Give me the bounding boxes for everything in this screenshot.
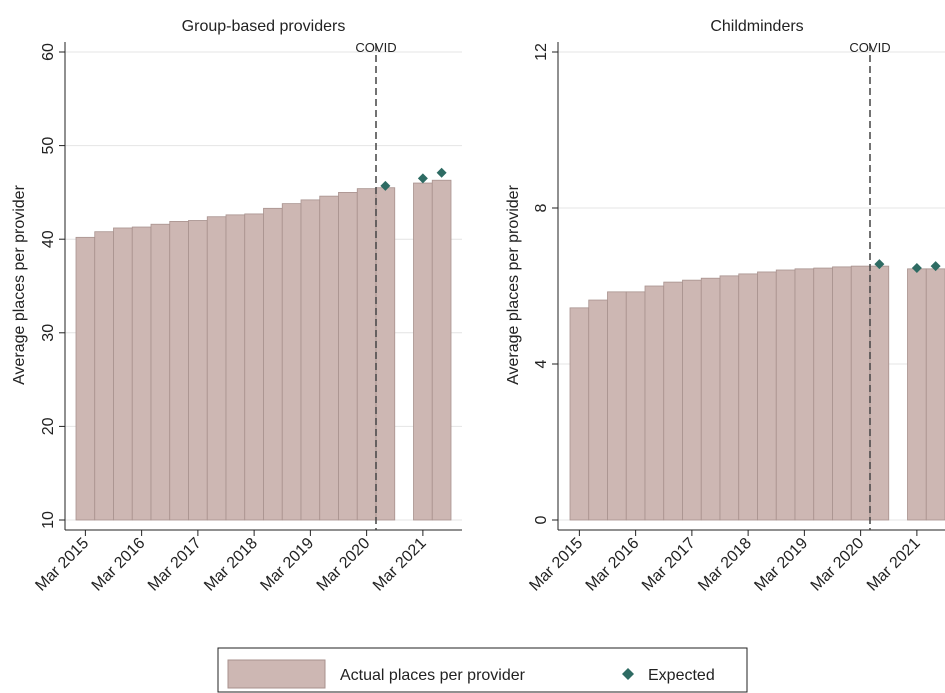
expected-marker <box>436 167 447 178</box>
panel-title: Childminders <box>710 18 803 35</box>
bar <box>131 226 152 521</box>
y-axis-label: Average places per provider <box>11 184 28 384</box>
x-tick-label: Mar 2020 <box>314 535 374 595</box>
x-tick-label: Mar 2015 <box>526 535 586 595</box>
bar <box>925 268 945 521</box>
bar <box>300 199 321 521</box>
bar <box>281 203 302 521</box>
x-tick-label: Mar 2018 <box>201 535 261 595</box>
x-tick-label: Mar 2019 <box>257 535 317 595</box>
y-tick-label: 12 <box>533 43 550 61</box>
legend-label: Actual places per provider <box>340 667 526 684</box>
bar <box>75 236 96 521</box>
y-tick-label: 0 <box>533 515 550 524</box>
y-tick-label: 8 <box>533 203 550 212</box>
y-tick-label: 50 <box>40 137 57 155</box>
x-tick-label: Mar 2018 <box>695 535 755 595</box>
bar <box>319 195 339 521</box>
expected-marker <box>874 259 885 270</box>
bar <box>263 207 283 521</box>
bar <box>625 291 646 521</box>
y-tick-label: 60 <box>40 43 57 61</box>
bar <box>356 188 377 521</box>
bar <box>94 231 114 521</box>
x-tick-label: Mar 2020 <box>808 535 868 595</box>
covid-label: COVID <box>849 40 890 55</box>
expected-marker <box>930 261 941 272</box>
y-tick-label: 40 <box>40 230 57 248</box>
bar <box>169 221 189 521</box>
y-axis-label: Average places per provider <box>505 184 522 384</box>
bar <box>338 191 358 521</box>
bar <box>244 213 264 521</box>
bar <box>375 187 396 521</box>
bar <box>869 265 890 521</box>
y-tick-label: 10 <box>40 511 57 529</box>
bar <box>413 182 433 521</box>
y-tick-label: 4 <box>533 359 550 368</box>
bar <box>431 179 452 521</box>
bar <box>206 216 227 521</box>
bar <box>907 268 927 521</box>
bar <box>682 279 702 521</box>
legend-label: Expected <box>648 667 715 684</box>
bar <box>850 265 871 521</box>
expected-marker <box>380 180 391 191</box>
expected-marker <box>911 263 922 274</box>
bar <box>644 285 665 521</box>
bar <box>738 273 758 521</box>
x-tick-label: Mar 2021 <box>864 535 924 595</box>
bar <box>757 271 777 521</box>
bar <box>663 281 683 521</box>
expected-marker <box>417 173 428 184</box>
bar <box>832 266 852 521</box>
bar <box>700 277 721 521</box>
x-tick-label: Mar 2019 <box>751 535 811 595</box>
bar <box>113 227 133 521</box>
y-tick-label: 20 <box>40 417 57 435</box>
bar <box>150 223 171 521</box>
bar <box>225 214 246 521</box>
y-tick-label: 30 <box>40 324 57 342</box>
panel-title: Group-based providers <box>182 18 346 35</box>
x-tick-label: Mar 2016 <box>89 535 149 595</box>
bar <box>188 220 208 521</box>
x-tick-label: Mar 2017 <box>145 535 205 595</box>
bar <box>794 268 815 521</box>
covid-label: COVID <box>355 40 396 55</box>
bar <box>813 267 833 521</box>
bar <box>607 291 627 521</box>
x-tick-label: Mar 2015 <box>32 535 92 595</box>
legend-swatch <box>227 659 326 689</box>
bar <box>775 269 796 521</box>
bar <box>569 307 590 521</box>
x-tick-label: Mar 2017 <box>639 535 699 595</box>
bar <box>719 275 740 521</box>
legend-marker <box>622 668 634 680</box>
bar <box>588 299 608 521</box>
x-tick-label: Mar 2021 <box>370 535 430 595</box>
x-tick-label: Mar 2016 <box>583 535 643 595</box>
